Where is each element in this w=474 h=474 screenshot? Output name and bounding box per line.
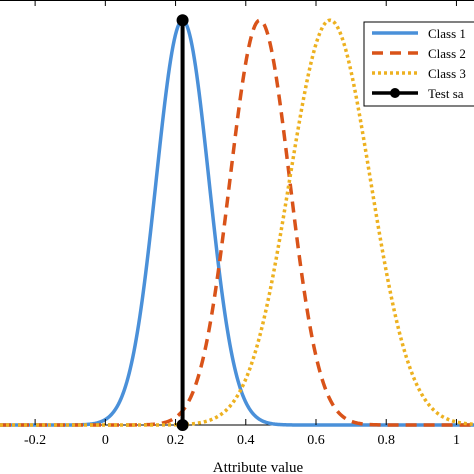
x-tick-label: 0.2 — [167, 433, 185, 448]
x-tick-label: -0.2 — [24, 433, 46, 448]
series-layer — [0, 14, 474, 431]
tick-layer: -0.2 0 0.2 0.4 0.6 0.8 1 — [24, 0, 460, 448]
test-sample-marker — [176, 419, 189, 431]
legend-label: Class 3 — [428, 66, 466, 81]
x-tick-label: 0 — [102, 433, 109, 448]
legend: Class 1 Class 2 Class 3 Test sa — [363, 21, 474, 107]
x-tick-label: 0.4 — [237, 433, 255, 448]
legend-label: Test sa — [428, 86, 464, 101]
x-axis-label: Attribute value — [213, 460, 304, 474]
x-tick-label: 1 — [453, 433, 460, 448]
x-tick-label: 0.6 — [307, 433, 325, 448]
series-line — [0, 18, 474, 427]
legend-marker — [390, 88, 400, 98]
legend-label: Class 1 — [428, 26, 466, 41]
legend-label: Class 2 — [428, 46, 466, 61]
test-sample-marker — [176, 14, 189, 27]
x-tick-label: 0.8 — [377, 433, 395, 448]
